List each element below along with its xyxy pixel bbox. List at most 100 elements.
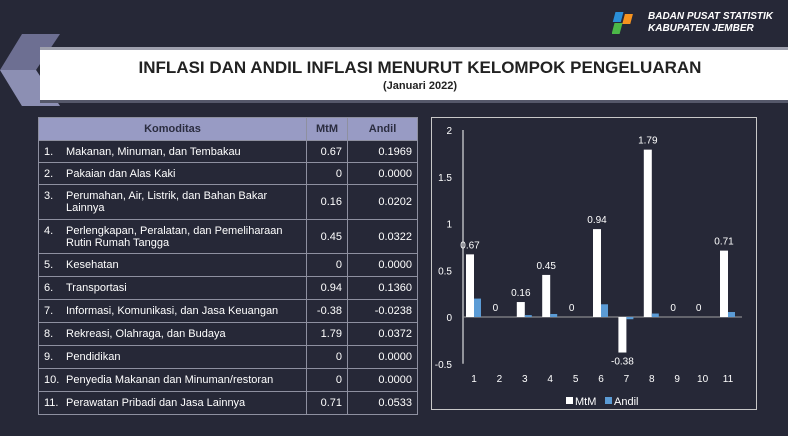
andil-cell: 0.0000: [347, 368, 418, 392]
mtm-cell: 0.45: [306, 219, 348, 254]
legend-andil-label: Andil: [614, 396, 638, 408]
row-number: 3.: [44, 190, 54, 202]
komoditas-cell: 4. Perlengkapan, Peralatan, dan Pemelihar…: [38, 219, 307, 254]
col-andil: Andil: [347, 117, 418, 141]
data-label: 1.79: [638, 136, 658, 147]
row-name: Pendidikan: [66, 351, 121, 363]
mtm-cell: 0: [306, 253, 348, 277]
legend-mtm-label: MtM: [575, 396, 596, 408]
x-tick-label: 4: [547, 374, 553, 385]
bps-logo-icon: [612, 12, 633, 34]
andil-bar: [550, 313, 558, 317]
row-name: Kesehatan: [66, 259, 119, 271]
mtm-cell: 0: [306, 368, 348, 392]
data-label: 0.94: [587, 215, 607, 226]
row-number: 9.: [44, 351, 54, 363]
row-number: 11.: [44, 397, 59, 409]
x-tick-label: 10: [697, 374, 709, 385]
inflation-table: Komoditas MtM Andil 1. Makanan, Minuman, da…: [38, 117, 418, 415]
andil-cell: 0.0000: [347, 253, 418, 277]
row-name: Perlengkapan, Peralatan, dan Pemeliharaa…: [66, 224, 283, 249]
row-number: 2.: [44, 167, 54, 180]
data-label: 0: [569, 303, 575, 314]
komoditas-cell: 6. Transportasi: [38, 276, 307, 300]
legend-andil-swatch: [605, 397, 612, 404]
x-tick-label: 1: [471, 374, 477, 385]
mtm-cell: 0: [306, 345, 348, 369]
andil-cell: 0.0000: [347, 162, 418, 185]
x-tick-label: 6: [598, 374, 604, 385]
table-row: 2. Pakaian dan Alas Kaki 0 0.0000: [38, 162, 418, 185]
row-number: 1.: [44, 145, 54, 158]
andil-cell: 0.1969: [347, 140, 418, 163]
row-name: Perawatan Pribadi dan Jasa Lainnya: [66, 397, 246, 409]
row-number: 10.: [44, 374, 60, 386]
table-row: 1. Makanan, Minuman, dan Tembakau 0.67 0.19…: [38, 140, 418, 163]
komoditas-cell: 11. Perawatan Pribadi dan Jasa Lainnya: [38, 391, 307, 415]
table-row: 6. Transportasi 0.94 0.1360: [38, 276, 418, 300]
komoditas-cell: 3. Perumahan, Air, Listrik, dan Bahan Bak…: [38, 184, 307, 220]
andil-cell: 0.0202: [347, 184, 418, 220]
table-row: 7. Informasi, Komunikasi, dan Jasa Keuang…: [38, 299, 418, 323]
y-tick-label: 1.5: [438, 173, 452, 184]
chart-box: 2 1.5 1 0.5 0 -0.5 1 0.67 2 0 3 0.16 4 0.45 5 0 6 0.94 7 -0…: [431, 117, 757, 410]
data-label: 0.67: [460, 240, 480, 251]
andil-bar: [601, 304, 608, 317]
row-name: Penyedia Makanan dan Minuman/restoran: [66, 374, 274, 386]
mtm-cell: 0.16: [306, 184, 348, 220]
org-line2: KABUPATEN JEMBER: [648, 23, 754, 34]
mtm-cell: 0: [306, 162, 348, 185]
andil-cell: 0.0372: [347, 322, 418, 346]
col-komoditas: Komoditas: [38, 117, 307, 141]
table-row: 8. Rekreasi, Olahraga, dan Budaya 1.79 0.03…: [38, 322, 418, 346]
page-title: INFLASI DAN ANDIL INFLASI MENURUT KELOMP…: [138, 58, 702, 77]
mtm-bar: [643, 149, 652, 317]
andil-bar: [474, 298, 481, 317]
mtm-cell: -0.38: [306, 299, 348, 323]
andil-bar: [651, 313, 659, 317]
x-tick-label: 3: [522, 374, 528, 385]
andil-bar: [524, 315, 532, 317]
row-number: 7.: [44, 305, 54, 317]
legend-mtm-swatch: [566, 397, 573, 404]
x-tick-label: 9: [674, 374, 680, 385]
mtm-bar: [542, 274, 551, 317]
table-row: 9. Pendidikan 0 0.0000: [38, 345, 418, 369]
table-row: 10. Penyedia Makanan dan Minuman/restoran…: [38, 368, 418, 392]
y-tick-label: 1: [446, 220, 452, 231]
y-tick-label: 0.5: [438, 266, 452, 277]
x-tick-label: 5: [573, 374, 579, 385]
komoditas-cell: 7. Informasi, Komunikasi, dan Jasa Keuang…: [38, 299, 307, 323]
komoditas-cell: 8. Rekreasi, Olahraga, dan Budaya: [38, 322, 307, 346]
y-tick-label: 0: [446, 313, 452, 324]
table-row: 5. Kesehatan 0 0.0000: [38, 253, 418, 277]
komoditas-cell: 9. Pendidikan: [38, 345, 307, 369]
row-number: 5.: [44, 259, 54, 271]
andil-cell: -0.0238: [347, 299, 418, 323]
mtm-bar: [720, 250, 728, 317]
mtm-cell: 0.67: [306, 140, 348, 163]
mtm-cell: 1.79: [306, 322, 348, 346]
mtm-bar: [516, 302, 525, 317]
andil-bar: [626, 317, 634, 320]
komoditas-cell: 1. Makanan, Minuman, dan Tembakau: [38, 140, 307, 163]
y-tick-label: 2: [446, 126, 452, 137]
row-name: Informasi, Komunikasi, dan Jasa Keuangan: [66, 305, 279, 317]
andil-cell: 0.0322: [347, 219, 418, 254]
row-name: Rekreasi, Olahraga, dan Budaya: [66, 328, 226, 340]
data-label: 0.71: [714, 237, 734, 248]
mtm-cell: 0.71: [306, 391, 348, 415]
col-mtm: MtM: [306, 117, 348, 141]
andil-cell: 0.0000: [347, 345, 418, 369]
table-row: 4. Perlengkapan, Peralatan, dan Pemelihar…: [38, 219, 418, 254]
x-tick-label: 8: [649, 374, 655, 385]
row-number: 8.: [44, 328, 54, 340]
row-name: Makanan, Minuman, dan Tembakau: [66, 145, 241, 158]
data-label: 0: [493, 303, 499, 314]
org-line1: BADAN PUSAT STATISTIK: [648, 11, 773, 22]
mtm-cell: 0.94: [306, 276, 348, 300]
bps-logo: BADAN PUSAT STATISTIK KABUPATEN JEMBER: [612, 10, 773, 36]
andil-cell: 0.1360: [347, 276, 418, 300]
andil-cell: 0.0533: [347, 391, 418, 415]
row-name: Pakaian dan Alas Kaki: [66, 167, 176, 180]
